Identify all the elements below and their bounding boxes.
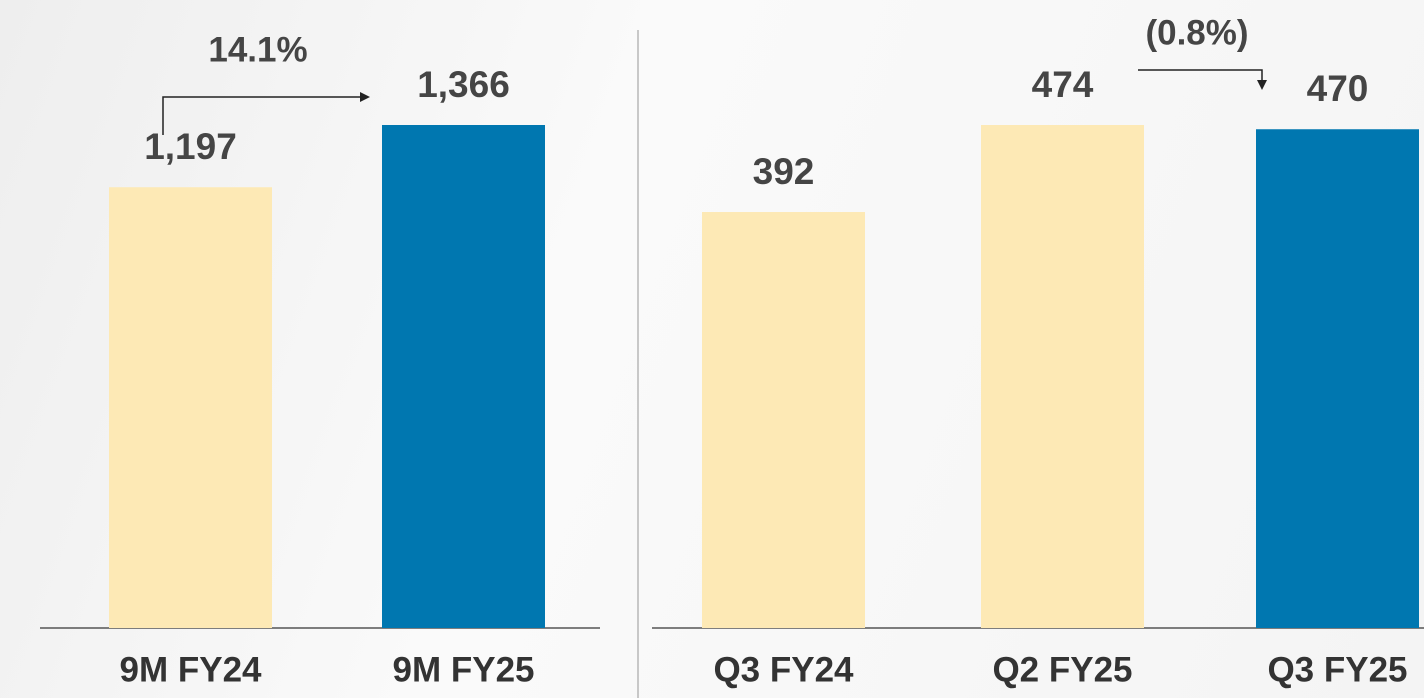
x-tick-label: Q3 FY24 (713, 650, 854, 689)
value-label: 474 (1032, 64, 1094, 105)
x-tick-label: Q3 FY25 (1267, 650, 1407, 689)
bar (981, 125, 1144, 628)
value-label: 392 (753, 151, 815, 192)
value-label: 1,366 (417, 64, 510, 105)
annotation: (0.8%) (1145, 13, 1248, 52)
arrow (1138, 69, 1267, 90)
x-tick-label: Q2 FY25 (992, 650, 1132, 689)
bar (702, 212, 865, 628)
bar (382, 125, 545, 628)
arrow (162, 92, 370, 135)
bar (1256, 129, 1419, 628)
annotation: 14.1% (208, 30, 307, 69)
value-label: 470 (1307, 68, 1369, 109)
bar (109, 187, 272, 629)
x-tick-label: 9M FY24 (120, 650, 263, 689)
value-label: 1,197 (144, 126, 237, 167)
x-tick-label: 9M FY25 (393, 650, 535, 689)
